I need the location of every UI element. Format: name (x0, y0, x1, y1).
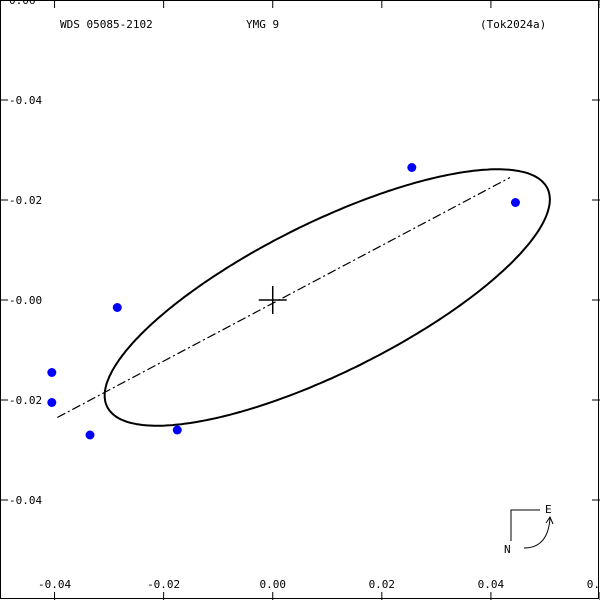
line-of-nodes (56, 176, 511, 419)
observation-point (85, 430, 95, 440)
primary-star-marker (258, 286, 287, 314)
observation-point (510, 198, 520, 207)
header-wds-id: WDS 05085-2102 (60, 18, 153, 31)
y-tick-label: -0.04 (9, 494, 42, 507)
compass-arrow (523, 517, 551, 549)
observation-point (112, 303, 122, 312)
tick-labels: -0.04 -0.02 0.00 0.02 0.04 0.06 0.06 -0.04 -0.02… (9, 0, 600, 591)
x-tick-label: 0.04 (478, 578, 505, 591)
orbit-ellipse (103, 168, 551, 427)
x-tick-label: 0.02 (369, 578, 396, 591)
observation-point (407, 163, 417, 172)
y-tick-label: -0.00 (9, 294, 42, 307)
y-tick-label: -0.04 (9, 94, 42, 107)
y-tick-label: 0.06 (9, 0, 36, 7)
compass-north-label: N (504, 543, 511, 556)
x-tick-label: -0.02 (147, 578, 180, 591)
observation-point (172, 425, 182, 435)
compass-frame (510, 509, 540, 541)
y-tick-label: -0.02 (9, 394, 42, 407)
observation-point (47, 398, 57, 407)
header-system-name: YMG 9 (246, 18, 279, 31)
x-tick-label: 0.00 (259, 578, 286, 591)
x-tick-label: -0.04 (38, 578, 71, 591)
x-tick-label: 0.06 (587, 578, 600, 591)
compass-arrowhead (545, 515, 554, 525)
observation-point (47, 368, 57, 377)
observation-points (47, 163, 520, 440)
compass-indicator: N E (504, 503, 554, 556)
compass-east-label: E (545, 503, 552, 516)
header-reference: (Tok2024a) (480, 18, 546, 31)
y-tick-label: -0.02 (9, 194, 42, 207)
